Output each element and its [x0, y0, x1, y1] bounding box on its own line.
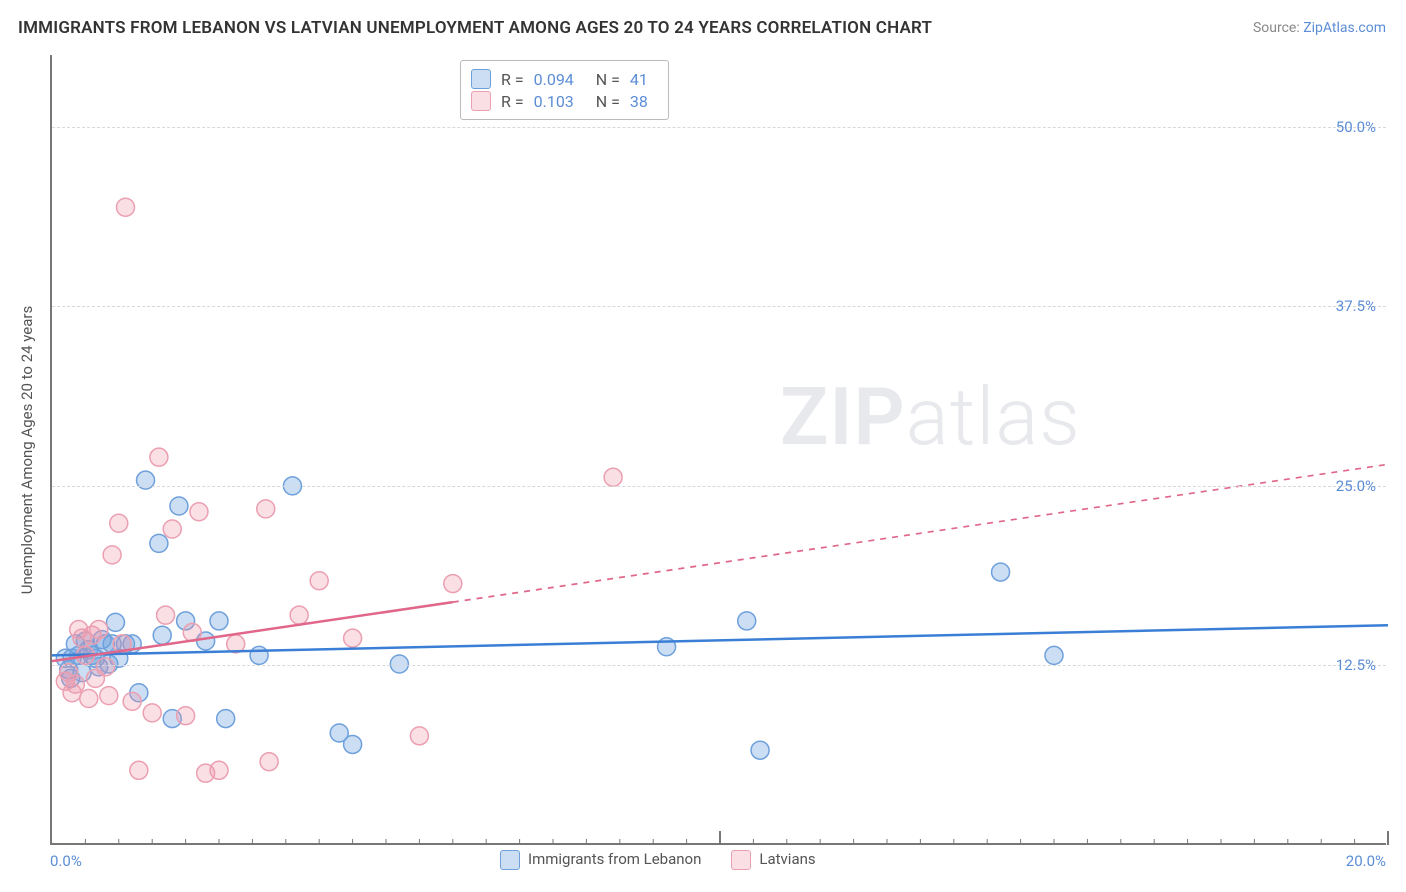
gridline: [52, 127, 1386, 128]
scatter-point: [170, 497, 188, 515]
gridline: [52, 486, 1386, 487]
scatter-point: [143, 704, 161, 722]
series-legend: Immigrants from Lebanon Latvians: [500, 850, 816, 870]
scatter-point: [257, 500, 275, 518]
source-link[interactable]: ZipAtlas.com: [1303, 20, 1386, 36]
legend-swatch: [471, 69, 491, 89]
x-axis-origin-label: 0.0%: [50, 852, 82, 870]
legend-swatch: [500, 850, 520, 870]
scatter-point: [150, 534, 168, 552]
scatter-point: [260, 753, 278, 771]
scatter-point: [738, 612, 756, 630]
legend-row: R = 0.094 N = 41: [471, 69, 654, 89]
correlation-legend: R = 0.094 N = 41 R = 0.103 N = 38: [460, 60, 669, 120]
y-axis-tick-label: 50.0%: [1336, 118, 1376, 136]
scatter-point: [751, 741, 769, 759]
scatter-point: [153, 626, 171, 644]
scatter-point: [96, 658, 114, 676]
legend-r-value: 0.103: [534, 92, 574, 111]
bottom-legend-label: Latvians: [759, 850, 815, 868]
y-axis-label: Unemployment Among Ages 20 to 24 years: [18, 306, 36, 594]
scatter-point: [310, 572, 328, 590]
gridline: [52, 306, 1386, 307]
scatter-point: [250, 646, 268, 664]
trend-line-solid: [52, 625, 1388, 655]
scatter-point: [106, 613, 124, 631]
scatter-point: [116, 198, 134, 216]
y-axis-tick-label: 37.5%: [1336, 297, 1376, 315]
scatter-point: [210, 612, 228, 630]
bottom-legend-item: Immigrants from Lebanon: [500, 850, 701, 870]
scatter-point: [1045, 646, 1063, 664]
scatter-point: [190, 503, 208, 521]
scatter-point: [150, 448, 168, 466]
scatter-point: [177, 707, 195, 725]
scatter-point: [290, 606, 308, 624]
legend-n-value: 41: [630, 70, 648, 89]
scatter-point: [110, 514, 128, 532]
scatter-point: [163, 520, 181, 538]
scatter-point: [604, 468, 622, 486]
source-prefix: Source:: [1253, 20, 1303, 36]
legend-r-label: R =: [501, 92, 524, 111]
bottom-legend-item: Latvians: [731, 850, 815, 870]
scatter-point: [157, 606, 175, 624]
x-axis-max-label: 20.0%: [1346, 852, 1386, 870]
scatter-point: [130, 761, 148, 779]
plot-area: 12.5% 25.0% 37.5% 50.0%: [50, 55, 1386, 845]
gridline: [52, 665, 1386, 666]
scatter-point: [100, 687, 118, 705]
legend-n-label: N =: [596, 70, 620, 89]
y-axis-tick-label: 25.0%: [1336, 477, 1376, 495]
y-axis-tick-label: 12.5%: [1336, 656, 1376, 674]
legend-n-value: 38: [630, 92, 648, 111]
chart-title: IMMIGRANTS FROM LEBANON VS LATVIAN UNEMP…: [18, 18, 932, 38]
scatter-point: [344, 629, 362, 647]
legend-row: R = 0.103 N = 38: [471, 91, 654, 111]
legend-n-label: N =: [596, 92, 620, 111]
source-attribution: Source: ZipAtlas.com: [1253, 20, 1386, 36]
chart-svg: [52, 55, 1386, 843]
scatter-point: [444, 575, 462, 593]
scatter-point: [217, 710, 235, 728]
scatter-point: [992, 563, 1010, 581]
legend-swatch: [471, 91, 491, 111]
scatter-point: [210, 761, 228, 779]
scatter-point: [123, 692, 141, 710]
legend-swatch: [731, 850, 751, 870]
scatter-point: [103, 546, 121, 564]
scatter-point: [344, 735, 362, 753]
legend-r-label: R =: [501, 70, 524, 89]
legend-r-value: 0.094: [534, 70, 574, 89]
scatter-point: [66, 675, 84, 693]
bottom-legend-label: Immigrants from Lebanon: [528, 850, 701, 868]
scatter-point: [410, 727, 428, 745]
scatter-point: [390, 655, 408, 673]
scatter-point: [90, 621, 108, 639]
scatter-point: [80, 689, 98, 707]
